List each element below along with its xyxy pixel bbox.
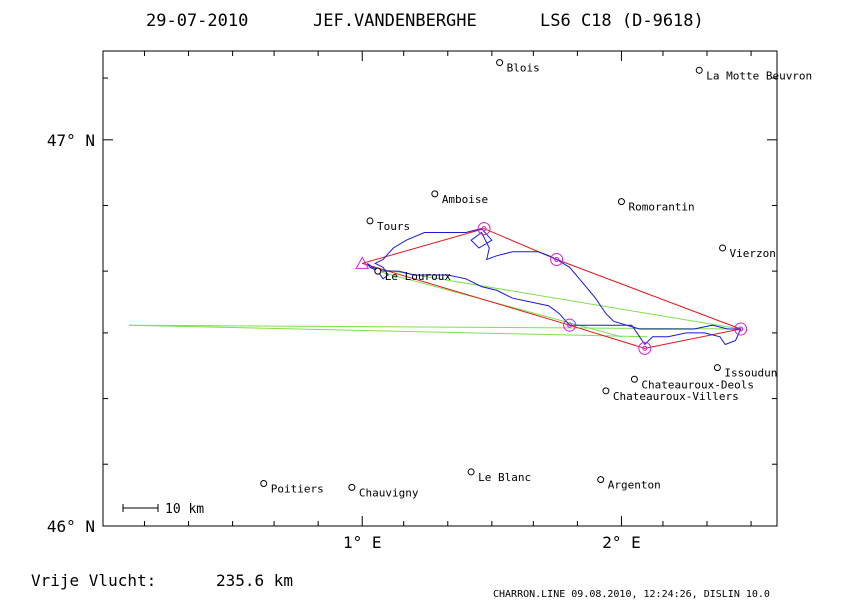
town-label: La Motte Beuvron (706, 69, 812, 82)
scale-bar: 10 km (122, 502, 204, 517)
map-frame (102, 50, 778, 527)
town-marker (597, 476, 605, 484)
turnpoint-center (554, 257, 560, 263)
town-label: Chateauroux-Deols (641, 378, 754, 391)
town-label: Amboise (442, 193, 488, 206)
town-label: Issoudun (724, 367, 777, 380)
track-line (366, 228, 742, 346)
town-marker (431, 190, 439, 198)
town-marker (366, 217, 374, 225)
green-line (128, 324, 648, 338)
towns: Blois La Motte Beuvron Amboise Romorantin To… (260, 59, 812, 499)
turnpoint-marker (550, 253, 564, 267)
turnpoint-center (738, 326, 744, 332)
flight-date: 29-07-2010 (146, 11, 248, 31)
town-marker (713, 364, 721, 372)
green-line (369, 266, 741, 330)
distance-label: Vrije Vlucht: (31, 571, 156, 590)
start-triangle (355, 256, 370, 269)
optimized-route (362, 228, 743, 349)
turnpoints (355, 222, 748, 355)
town-marker (617, 198, 625, 206)
lon-label: 1° E (343, 533, 382, 552)
glider-type: LS6 C18 (D-9618) (540, 11, 704, 31)
turnpoint-center (642, 345, 648, 351)
turnpoint-marker (638, 341, 652, 355)
scale-bar-label: 10 km (165, 502, 204, 517)
town-marker (374, 267, 382, 275)
town-label: Argenton (608, 479, 661, 492)
town-label: Chauvigny (359, 486, 419, 499)
town-label: Poitiers (271, 483, 324, 496)
turnpoint-center (481, 226, 487, 232)
axis-ticks (103, 51, 777, 527)
town-label: Le Blanc (478, 471, 531, 484)
town-label: Chateauroux-Villers (613, 390, 739, 403)
town-marker (630, 375, 638, 383)
route-line (362, 228, 743, 349)
town-marker (719, 244, 727, 252)
town-marker (496, 59, 504, 67)
town-marker (467, 468, 475, 476)
lon-label: 2° E (602, 533, 641, 552)
town-label: Vierzon (730, 247, 776, 260)
turnpoint-marker (477, 222, 491, 236)
turnpoint-center (567, 322, 573, 328)
lat-label: 47° N (47, 131, 95, 150)
town-marker (348, 483, 356, 491)
distance-value: 235.6 km (216, 571, 293, 590)
flight-track (366, 228, 742, 346)
town-marker (602, 387, 610, 395)
town-marker (695, 66, 703, 74)
pilot-name: JEF.VANDENBERGHE (313, 11, 477, 31)
town-label: Tours (377, 220, 410, 233)
town-label: Le Louroux (385, 270, 452, 283)
lat-label: 46° N (47, 517, 95, 536)
town-label: Romorantin (628, 201, 694, 214)
turnpoint-marker (734, 322, 748, 336)
program-info: CHARRON.LINE 09.08.2010, 12:24:26, DISLI… (493, 589, 770, 600)
town-label: Blois (507, 62, 540, 75)
turnpoint-marker (563, 318, 577, 332)
axis-labels: 47° N 46° N 1° E 2° E (47, 131, 641, 552)
town-marker (260, 480, 268, 488)
